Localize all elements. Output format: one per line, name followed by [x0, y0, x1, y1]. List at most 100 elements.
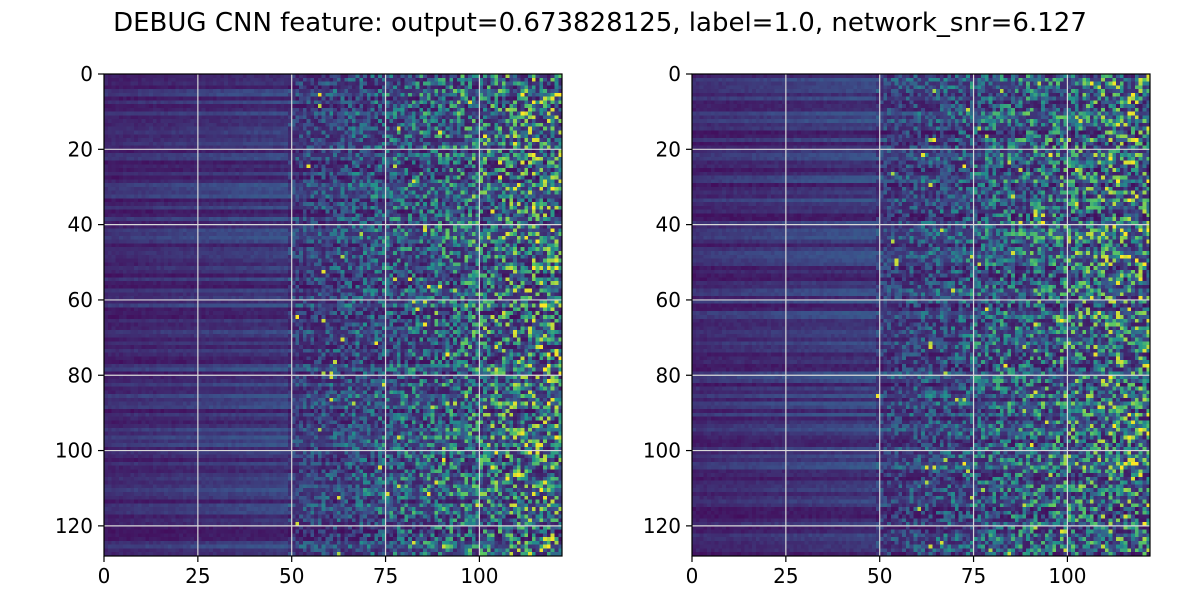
heatmap-cell: [314, 164, 318, 168]
heatmap-cell: [431, 206, 435, 210]
heatmap-cell: [374, 153, 378, 157]
heatmap-cell: [536, 127, 540, 131]
heatmap-cell: [423, 149, 427, 153]
heatmap-cell: [412, 93, 416, 97]
heatmap-cell: [498, 210, 502, 214]
heatmap-cell: [333, 142, 337, 146]
heatmap-cell: [149, 85, 153, 89]
heatmap-cell: [213, 176, 217, 180]
heatmap-cell: [187, 225, 191, 229]
heatmap-cell: [401, 149, 405, 153]
heatmap-cell: [205, 187, 209, 191]
heatmap-cell: [243, 149, 247, 153]
heatmap-cell: [277, 187, 281, 191]
heatmap-cell: [431, 130, 435, 134]
heatmap-cell: [168, 217, 172, 221]
heatmap-cell: [446, 202, 450, 206]
heatmap-cell: [554, 112, 558, 116]
heatmap-cell: [551, 176, 555, 180]
heatmap-cell: [513, 217, 517, 221]
heatmap-cell: [528, 104, 532, 108]
heatmap-cell: [371, 183, 375, 187]
heatmap-cell: [359, 74, 363, 78]
heatmap-cell: [341, 82, 345, 86]
heatmap-cell: [265, 127, 269, 131]
heatmap-cell: [464, 82, 468, 86]
heatmap-cell: [389, 85, 393, 89]
heatmap-cell: [202, 74, 206, 78]
heatmap-cell: [187, 157, 191, 161]
heatmap-cell: [145, 168, 149, 172]
heatmap-cell: [341, 191, 345, 195]
heatmap-cell: [502, 127, 506, 131]
heatmap-cell: [356, 179, 360, 183]
heatmap-cell: [325, 119, 329, 123]
heatmap-cell: [536, 187, 540, 191]
heatmap-cell: [235, 195, 239, 199]
heatmap-cell: [209, 191, 213, 195]
heatmap-cell: [292, 100, 296, 104]
heatmap-cell: [160, 198, 164, 202]
heatmap-cell: [551, 78, 555, 82]
heatmap-cell: [352, 164, 356, 168]
heatmap-cell: [149, 138, 153, 142]
heatmap-cell: [265, 130, 269, 134]
heatmap-cell: [521, 82, 525, 86]
heatmap-cell: [389, 179, 393, 183]
heatmap-cell: [479, 153, 483, 157]
heatmap-cell: [479, 225, 483, 229]
heatmap-cell: [344, 198, 348, 202]
heatmap-cell: [258, 210, 262, 214]
heatmap-cell: [431, 119, 435, 123]
heatmap-cell: [292, 153, 296, 157]
heatmap-cell: [446, 210, 450, 214]
heatmap-cell: [127, 198, 131, 202]
heatmap-cell: [228, 225, 232, 229]
heatmap-cell: [374, 82, 378, 86]
heatmap-cell: [262, 85, 266, 89]
heatmap-cell: [138, 157, 142, 161]
heatmap-cell: [243, 198, 247, 202]
heatmap-cell: [168, 179, 172, 183]
heatmap-cell: [547, 149, 551, 153]
heatmap-cell: [168, 164, 172, 168]
heatmap-cell: [175, 153, 179, 157]
heatmap-cell: [487, 138, 491, 142]
heatmap-cell: [284, 164, 288, 168]
heatmap-cell: [472, 127, 476, 131]
heatmap-cell: [408, 225, 412, 229]
heatmap-cell: [307, 149, 311, 153]
heatmap-cell: [318, 93, 322, 97]
heatmap-cell: [554, 142, 558, 146]
heatmap-cell: [442, 168, 446, 172]
heatmap-cell: [509, 127, 513, 131]
heatmap-cell: [164, 183, 168, 187]
heatmap-cell: [149, 225, 153, 229]
heatmap-cell: [157, 153, 161, 157]
heatmap-cell: [112, 112, 116, 116]
heatmap-cell: [280, 78, 284, 82]
heatmap-cell: [408, 161, 412, 165]
heatmap-cell: [157, 74, 161, 78]
heatmap-cell: [318, 149, 322, 153]
heatmap-cell: [299, 78, 303, 82]
heatmap-cell: [205, 138, 209, 142]
heatmap-cell: [446, 134, 450, 138]
heatmap-cell: [356, 161, 360, 165]
heatmap-cell: [213, 78, 217, 82]
heatmap-cell: [224, 198, 228, 202]
heatmap-cell: [273, 176, 277, 180]
heatmap-cell: [157, 104, 161, 108]
heatmap-cell: [337, 172, 341, 176]
heatmap-cell: [442, 179, 446, 183]
heatmap-cell: [487, 115, 491, 119]
heatmap-cell: [344, 108, 348, 112]
heatmap-cell: [205, 164, 209, 168]
heatmap-cell: [250, 176, 254, 180]
heatmap-cell: [539, 157, 543, 161]
heatmap-cell: [292, 179, 296, 183]
heatmap-cell: [168, 74, 172, 78]
heatmap-cell: [329, 172, 333, 176]
heatmap-cell: [551, 119, 555, 123]
heatmap-cell: [344, 191, 348, 195]
